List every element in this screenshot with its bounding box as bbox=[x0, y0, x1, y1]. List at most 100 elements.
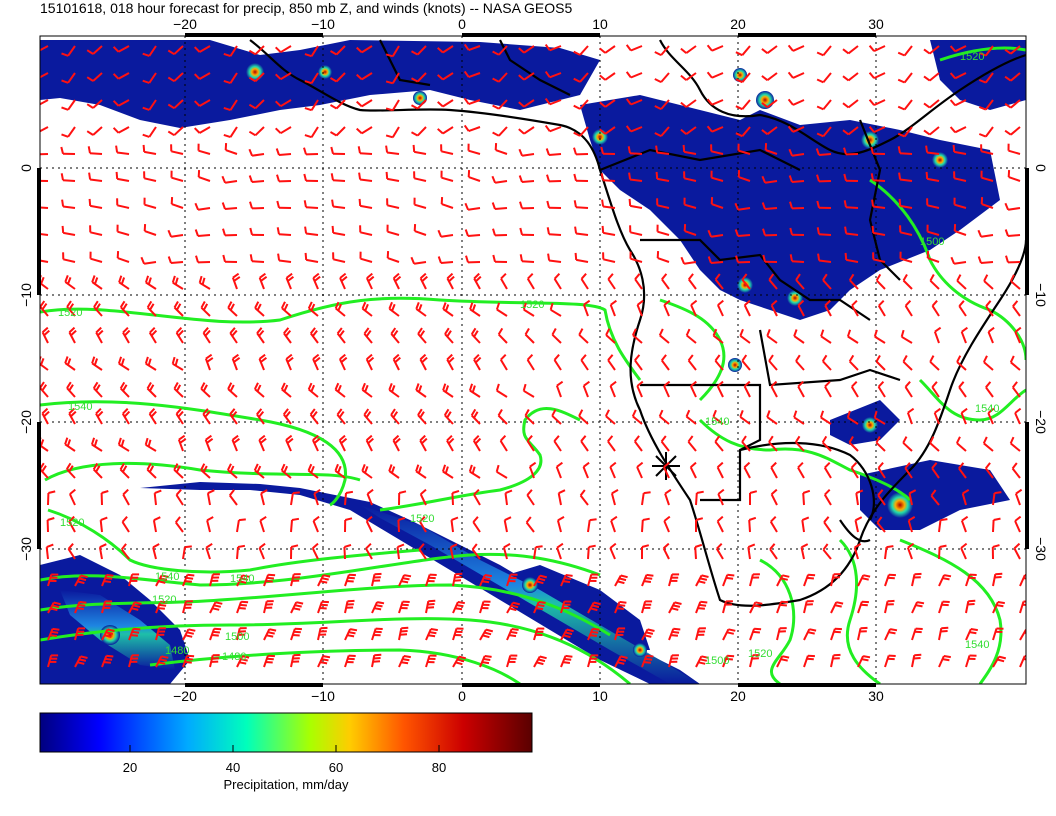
wind-barb-flag bbox=[88, 172, 92, 180]
wind-barb-flag bbox=[167, 229, 173, 238]
wind-barb-flag bbox=[873, 329, 878, 337]
wind-barb-flag bbox=[821, 435, 828, 443]
wind-barb bbox=[803, 655, 809, 668]
wind-barb-flag bbox=[322, 655, 331, 659]
wind-barb-flag bbox=[40, 381, 45, 389]
wind-barb bbox=[902, 279, 913, 290]
wind-barb-flag bbox=[419, 515, 426, 523]
wind-barb-flag bbox=[249, 254, 253, 262]
wind-barb-flag bbox=[518, 47, 525, 54]
wind-barb-flag bbox=[562, 661, 571, 664]
wind-barb bbox=[148, 99, 157, 111]
wind-barb bbox=[1014, 493, 1021, 506]
wind-barb-flag bbox=[365, 542, 372, 550]
wind-barb bbox=[884, 546, 888, 560]
wind-barb-flag bbox=[685, 409, 691, 418]
wind-barb-flag bbox=[472, 516, 479, 523]
wind-barb-flag bbox=[687, 435, 694, 443]
wind-barb bbox=[231, 277, 238, 290]
wind-barb bbox=[802, 492, 805, 506]
wind-barb-flag bbox=[61, 199, 65, 207]
wind-barb bbox=[526, 359, 535, 371]
wind-barb bbox=[499, 359, 508, 371]
wind-barb bbox=[468, 99, 481, 106]
wind-barb bbox=[741, 72, 751, 83]
wind-barb bbox=[146, 387, 157, 398]
wind-barb bbox=[63, 231, 76, 236]
wind-barb bbox=[496, 389, 508, 398]
wind-barb-flag bbox=[68, 326, 76, 334]
wind-barb bbox=[310, 126, 319, 138]
wind-barb bbox=[636, 466, 643, 479]
wind-barb-flag bbox=[728, 628, 736, 632]
wind-barb-flag bbox=[66, 300, 72, 308]
contour-label: 1480 bbox=[165, 645, 189, 657]
wind-barb-flag bbox=[237, 544, 246, 548]
wind-barb-flag bbox=[428, 599, 436, 603]
wind-barb-flag bbox=[544, 125, 551, 132]
wind-barb-flag bbox=[258, 329, 265, 337]
wind-barb bbox=[954, 45, 967, 53]
wind-barb-flag bbox=[158, 603, 167, 607]
wind-barb-flag bbox=[122, 408, 129, 415]
wind-barb bbox=[854, 520, 859, 533]
wind-barb bbox=[153, 492, 157, 506]
wind-barb-flag bbox=[248, 76, 256, 83]
wind-barb-flag bbox=[426, 606, 435, 609]
wind-barb-flag bbox=[51, 604, 60, 609]
wind-barb-flag bbox=[47, 517, 55, 521]
wind-barb-flag bbox=[142, 106, 150, 111]
wind-barb bbox=[416, 72, 427, 83]
wind-barb bbox=[256, 332, 265, 344]
wind-barb bbox=[984, 126, 994, 138]
wind-barb bbox=[981, 150, 994, 155]
contour-label: 1520 bbox=[520, 299, 544, 311]
wind-barb bbox=[823, 521, 832, 533]
wind-barb bbox=[499, 440, 508, 452]
wind-barb-flag bbox=[293, 630, 301, 634]
wind-barb bbox=[333, 231, 346, 236]
wind-barb bbox=[1010, 361, 1021, 371]
wind-barb-flag bbox=[410, 256, 416, 265]
wind-barb-flag bbox=[49, 634, 58, 637]
wind-barb bbox=[938, 519, 942, 533]
wind-barb bbox=[875, 279, 886, 290]
wind-barb bbox=[67, 99, 76, 111]
wind-barb-flag bbox=[875, 273, 882, 281]
wind-barb-flag bbox=[248, 103, 256, 110]
wind-barb bbox=[442, 389, 454, 398]
wind-barb bbox=[884, 628, 892, 641]
wind-barb-flag bbox=[970, 628, 978, 632]
lon-tick-label: 20 bbox=[730, 16, 746, 32]
wind-barb bbox=[446, 277, 454, 290]
wind-barb bbox=[1008, 149, 1021, 155]
wind-barb bbox=[818, 233, 832, 236]
wind-barb bbox=[444, 333, 454, 344]
wind-barb-flag bbox=[511, 604, 519, 609]
wind-barb bbox=[471, 333, 481, 344]
lon-tick-label: 30 bbox=[868, 16, 884, 32]
wind-barb-flag bbox=[526, 435, 533, 442]
wind-barb bbox=[981, 176, 994, 182]
wind-barb-flag bbox=[492, 50, 500, 56]
wind-barb bbox=[117, 204, 130, 209]
wind-barb-flag bbox=[631, 409, 637, 417]
wind-barb-flag bbox=[229, 489, 235, 497]
wind-barb bbox=[1007, 234, 1021, 237]
wind-barb bbox=[118, 72, 130, 80]
wind-barb bbox=[231, 439, 238, 452]
wind-barb-flag bbox=[473, 272, 480, 280]
wind-barb bbox=[173, 45, 184, 55]
wind-barb-flag bbox=[202, 327, 209, 334]
lat-tick-label: 0 bbox=[18, 164, 34, 172]
wind-barb bbox=[899, 178, 913, 182]
wind-barb-flag bbox=[207, 489, 215, 495]
wind-barb-flag bbox=[68, 465, 74, 473]
wind-barb-flag bbox=[958, 300, 965, 307]
wind-barb bbox=[737, 207, 751, 211]
wind-barb bbox=[739, 416, 751, 425]
lat-tick-label: −20 bbox=[1033, 410, 1049, 434]
wind-barb-flag bbox=[546, 174, 550, 182]
wind-barb-flag bbox=[214, 627, 222, 631]
wind-barb bbox=[172, 281, 184, 290]
